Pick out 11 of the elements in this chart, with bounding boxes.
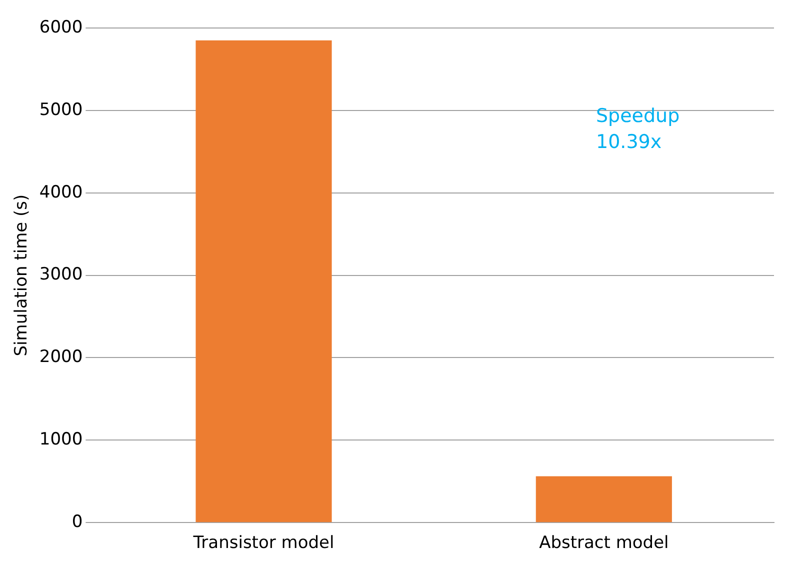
y-axis-title: Simulation time (s) (12, 194, 32, 356)
y-tick-label: 4000 (39, 182, 83, 202)
y-tick-label: 0 (72, 512, 83, 532)
y-tick-label: 1000 (39, 430, 83, 450)
x-tick-label: Transistor model (192, 533, 334, 554)
y-tick-label: 5000 (39, 100, 83, 120)
y-tick-label: 3000 (39, 264, 83, 285)
x-tick-label: Abstract model (539, 533, 669, 554)
y-tick-label: 2000 (39, 347, 83, 368)
annotation: Speedup 10.39x (596, 104, 681, 155)
y-tick-label: 6000 (39, 17, 83, 38)
